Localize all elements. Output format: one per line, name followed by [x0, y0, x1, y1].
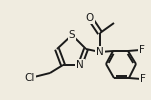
Text: F: F: [139, 45, 145, 55]
Text: Cl: Cl: [25, 73, 35, 83]
Text: N: N: [76, 60, 84, 70]
Text: F: F: [140, 74, 146, 84]
Text: S: S: [69, 30, 75, 40]
Text: O: O: [86, 13, 94, 23]
Text: N: N: [96, 47, 104, 57]
